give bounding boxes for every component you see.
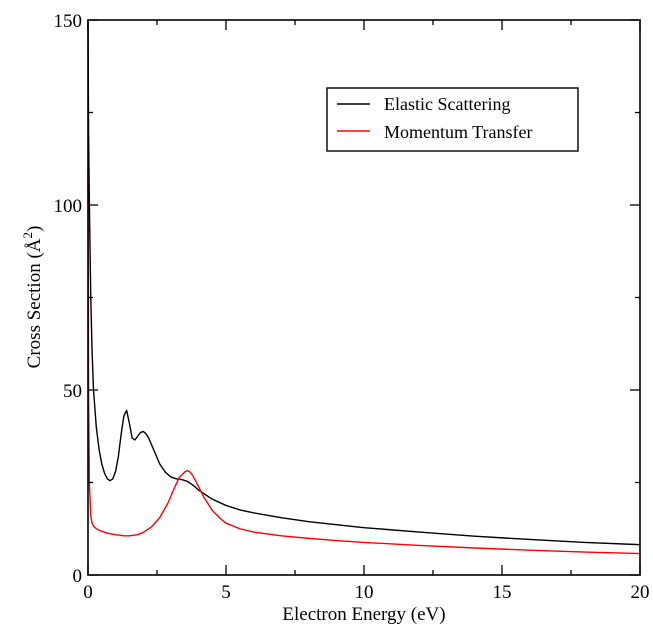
- x-tick-label: 5: [221, 582, 231, 603]
- svg-text:Cross Section (Å2): Cross Section (Å2): [20, 226, 45, 369]
- y-axis-label-unit: Å: [24, 238, 45, 252]
- x-tick-label: 10: [355, 582, 374, 603]
- y-axis-label-text: Cross Section (: [24, 252, 45, 368]
- legend: Elastic Scattering Momentum Transfer: [327, 88, 578, 151]
- legend-label-elastic-scattering: Elastic Scattering: [384, 94, 510, 114]
- x-tick-label: 15: [493, 582, 512, 603]
- x-axis-label: Electron Energy (eV): [282, 604, 445, 625]
- y-tick-label: 100: [54, 196, 83, 217]
- y-tick-label: 0: [73, 566, 83, 587]
- y-tick-label: 50: [63, 381, 82, 402]
- y-tick-label: 150: [54, 11, 83, 32]
- x-tick-label: 0: [83, 582, 93, 603]
- y-axis-label-close: ): [24, 226, 45, 232]
- legend-label-momentum-transfer: Momentum Transfer: [384, 122, 533, 142]
- y-axis-label: Cross Section (Å2): [20, 226, 45, 369]
- x-tick-label: 20: [631, 582, 650, 603]
